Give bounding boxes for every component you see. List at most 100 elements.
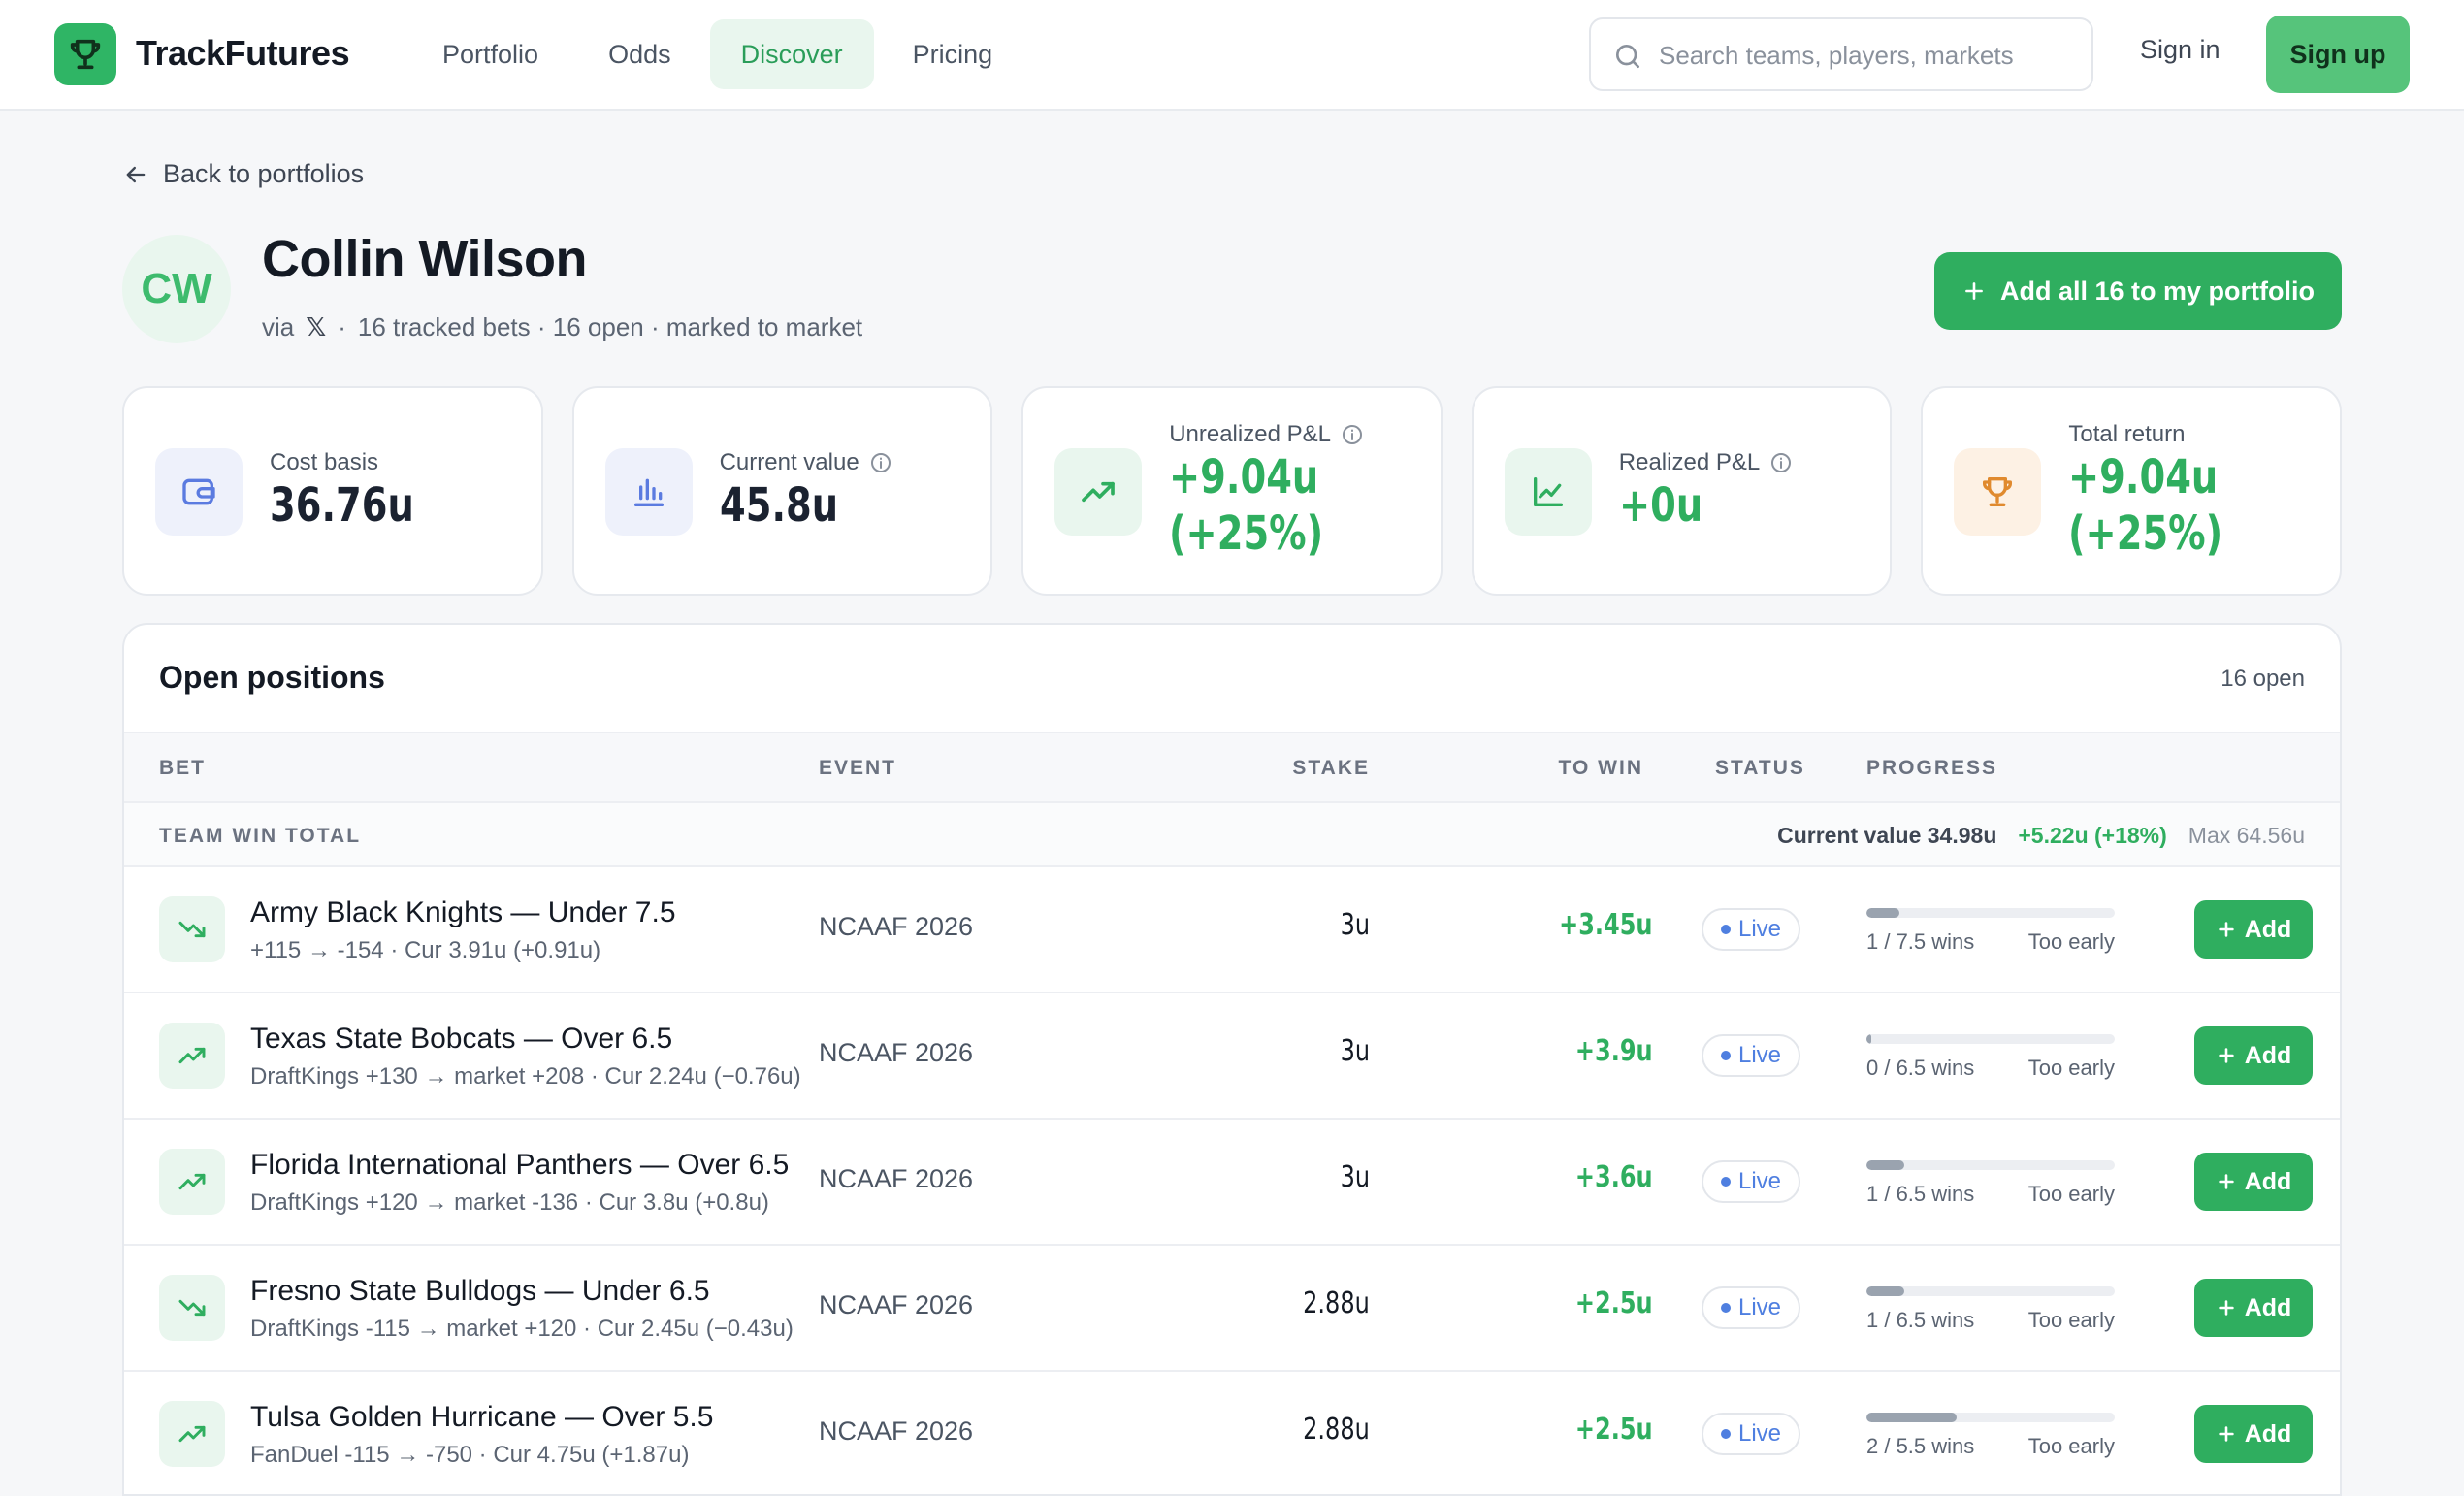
plus-icon bbox=[2218, 1048, 2234, 1063]
progress-wins: 1 / 7.5 wins bbox=[1866, 929, 1975, 954]
trending-up-icon bbox=[159, 1023, 225, 1089]
nav-discover[interactable]: Discover bbox=[709, 19, 874, 89]
progress-note: Too early bbox=[2027, 929, 2115, 954]
plus-icon bbox=[2218, 1300, 2234, 1316]
stat-label: Total return bbox=[2068, 421, 2186, 447]
progress-note: Too early bbox=[2027, 1308, 2115, 1332]
bet-to-win: +2.5u bbox=[1575, 1413, 1653, 1447]
trending-up-icon bbox=[1054, 448, 1143, 536]
bet-to-win: +3.6u bbox=[1575, 1160, 1653, 1194]
arrow-left-icon bbox=[126, 166, 146, 182]
add-all-to-portfolio-button[interactable]: Add all 16 to my portfolio bbox=[1934, 252, 2342, 330]
bet-odds-summary: DraftKings +120 → market -136 · Cur 3.8u… bbox=[250, 1189, 769, 1216]
column-header-bet[interactable]: BET bbox=[159, 757, 206, 779]
group-header-team-win-total: TEAM WIN TOTAL Current value 34.98u +5.2… bbox=[124, 803, 2340, 867]
x-logo-icon[interactable]: 𝕏 bbox=[306, 312, 327, 341]
position-row[interactable]: Florida International Panthers — Over 6.… bbox=[124, 1120, 2340, 1246]
bet-stake: 2.88u bbox=[1303, 1286, 1370, 1320]
stat-value-amount: +9.04u bbox=[2068, 450, 2219, 504]
stat-value: 45.8u bbox=[719, 478, 838, 533]
column-header-event[interactable]: EVENT bbox=[819, 757, 897, 779]
table-header: BET EVENT STAKE TO WIN STATUS PROGRESS bbox=[124, 733, 2340, 803]
main-nav: Portfolio Odds Discover Pricing bbox=[411, 19, 1023, 89]
bet-to-win: +3.45u bbox=[1559, 908, 1653, 942]
stat-card-total-return: Total return +9.04u (+25%) bbox=[1921, 386, 2342, 596]
bet-title[interactable]: Tulsa Golden Hurricane — Over 5.5 bbox=[250, 1401, 714, 1433]
trending-up-icon bbox=[159, 1401, 225, 1467]
add-bet-button[interactable]: Add bbox=[2194, 1405, 2313, 1463]
add-bet-button[interactable]: Add bbox=[2194, 1279, 2313, 1337]
bet-stake: 2.88u bbox=[1303, 1413, 1370, 1447]
bet-stake: 3u bbox=[1340, 908, 1370, 942]
stat-card-current-value: Current value 45.8u bbox=[571, 386, 993, 596]
position-row[interactable]: Texas State Bobcats — Over 6.5 DraftKings… bbox=[124, 993, 2340, 1120]
column-header-progress[interactable]: PROGRESS bbox=[1866, 757, 1998, 779]
sign-in-link[interactable]: Sign in bbox=[2140, 35, 2221, 64]
search-box[interactable] bbox=[1589, 17, 2093, 91]
bet-title[interactable]: Texas State Bobcats — Over 6.5 bbox=[250, 1023, 673, 1055]
add-label: Add bbox=[2244, 1419, 2292, 1447]
bet-event: NCAAF 2026 bbox=[819, 1164, 974, 1193]
bet-to-win: +3.9u bbox=[1575, 1034, 1653, 1068]
search-input[interactable] bbox=[1659, 35, 2076, 76]
status-label: Live bbox=[1738, 1042, 1782, 1068]
stat-value-percent: (+25%) bbox=[2068, 506, 2223, 561]
bet-odds-summary: FanDuel -115 → -750 · Cur 4.75u (+1.87u) bbox=[250, 1442, 690, 1468]
bet-odds-summary: DraftKings -115 → market +120 · Cur 2.45… bbox=[250, 1316, 794, 1342]
stat-card-unrealized-pl: Unrealized P&L +9.04u (+25%) bbox=[1021, 386, 1443, 596]
status-badge: Live bbox=[1702, 1160, 1801, 1203]
bet-event: NCAAF 2026 bbox=[819, 1038, 974, 1067]
bet-event: NCAAF 2026 bbox=[819, 912, 974, 941]
column-header-to-win[interactable]: TO WIN bbox=[1558, 757, 1643, 779]
bet-title[interactable]: Fresno State Bulldogs — Under 6.5 bbox=[250, 1275, 710, 1307]
trending-up-icon bbox=[159, 1149, 225, 1215]
trophy-logo-icon[interactable] bbox=[54, 23, 116, 85]
bet-to-win: +2.5u bbox=[1575, 1286, 1653, 1320]
group-summary: Current value 34.98u +5.22u (+18%) Max 6… bbox=[1777, 823, 2305, 849]
add-bet-button[interactable]: Add bbox=[2194, 1153, 2313, 1211]
status-label: Live bbox=[1738, 1294, 1782, 1320]
stat-value-percent: (+25%) bbox=[1169, 506, 1324, 561]
position-row[interactable]: Tulsa Golden Hurricane — Over 5.5 FanDuel… bbox=[124, 1372, 2340, 1494]
info-icon[interactable] bbox=[1769, 451, 1793, 474]
bet-stake: 3u bbox=[1340, 1034, 1370, 1068]
sign-up-button[interactable]: Sign up bbox=[2266, 16, 2410, 93]
nav-odds[interactable]: Odds bbox=[608, 39, 671, 69]
column-header-status[interactable]: STATUS bbox=[1715, 757, 1805, 779]
status-label: Live bbox=[1738, 1420, 1782, 1447]
progress-bar bbox=[1866, 1286, 2115, 1296]
bet-title[interactable]: Army Black Knights — Under 7.5 bbox=[250, 896, 676, 928]
info-icon[interactable] bbox=[869, 451, 892, 474]
avatar: CW bbox=[122, 235, 231, 343]
column-header-stake[interactable]: STAKE bbox=[1292, 757, 1370, 779]
bet-odds-summary: DraftKings +130 → market +208 · Cur 2.24… bbox=[250, 1063, 801, 1089]
nav-pricing[interactable]: Pricing bbox=[912, 39, 993, 69]
plus-icon bbox=[2218, 1426, 2234, 1442]
group-max: Max 64.56u bbox=[2188, 823, 2305, 848]
brand-name[interactable]: TrackFutures bbox=[136, 33, 350, 73]
info-icon[interactable] bbox=[1341, 423, 1364, 446]
nav-portfolio[interactable]: Portfolio bbox=[442, 39, 539, 69]
bet-title[interactable]: Florida International Panthers — Over 6.… bbox=[250, 1149, 790, 1181]
status-badge: Live bbox=[1702, 908, 1801, 951]
position-row[interactable]: Army Black Knights — Under 7.5 +115 → -15… bbox=[124, 867, 2340, 993]
group-pl: +5.22u (+18%) bbox=[2018, 823, 2167, 848]
add-bet-button[interactable]: Add bbox=[2194, 900, 2313, 959]
plus-icon bbox=[2218, 922, 2234, 937]
progress-fill bbox=[1866, 1413, 1958, 1422]
line-chart-icon bbox=[1504, 448, 1592, 536]
position-row[interactable]: Fresno State Bulldogs — Under 6.5 DraftKi… bbox=[124, 1246, 2340, 1372]
group-label: TEAM WIN TOTAL bbox=[159, 825, 362, 847]
progress-wins: 1 / 6.5 wins bbox=[1866, 1308, 1975, 1332]
trending-down-icon bbox=[159, 896, 225, 962]
trending-down-icon bbox=[159, 1275, 225, 1341]
progress-fill bbox=[1866, 1034, 1872, 1044]
live-dot-icon bbox=[1721, 925, 1731, 934]
progress-wins: 2 / 5.5 wins bbox=[1866, 1434, 1975, 1458]
live-dot-icon bbox=[1721, 1177, 1731, 1187]
add-label: Add bbox=[2244, 1041, 2292, 1069]
add-bet-button[interactable]: Add bbox=[2194, 1026, 2313, 1085]
status-label: Live bbox=[1738, 916, 1782, 942]
profile-summary: 16 tracked bets · 16 open · marked to ma… bbox=[357, 312, 863, 341]
back-to-portfolios-link[interactable]: Back to portfolios bbox=[122, 159, 364, 189]
